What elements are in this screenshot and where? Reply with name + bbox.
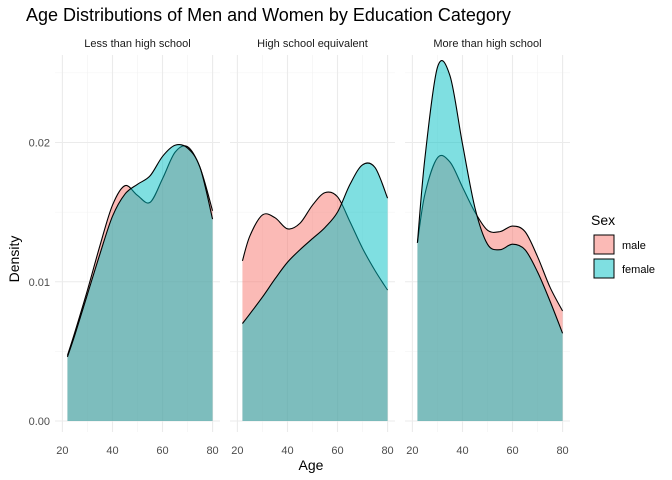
chart-title: Age Distributions of Men and Women by Ed… xyxy=(26,5,511,25)
legend: Sex male female xyxy=(591,212,655,279)
density-line-female xyxy=(66,144,214,358)
x-tick-label: 40 xyxy=(106,445,118,457)
facet-label: Less than high school xyxy=(84,38,190,50)
x-tick-label: 80 xyxy=(381,445,393,457)
y-tick-label: 0.01 xyxy=(29,277,50,289)
panel-2: High school equivalent 20 40 60 80 xyxy=(230,38,395,457)
x-axis-title: Age xyxy=(299,457,324,473)
facet-label: More than high school xyxy=(433,38,541,50)
legend-label-female: female xyxy=(622,264,655,276)
legend-key-male xyxy=(593,234,615,255)
density-area-female xyxy=(242,162,388,421)
density-area-female xyxy=(417,60,563,421)
x-tick-label: 80 xyxy=(206,445,218,457)
y-axis-title: Density xyxy=(6,236,22,283)
x-tick-label: 60 xyxy=(506,445,518,457)
y-tick-label: 0.02 xyxy=(29,138,50,150)
panel-1: Less than high school 20 40 60 80 0.00 0.01 0.0… xyxy=(29,38,220,457)
x-tick-label: 20 xyxy=(406,445,418,457)
x-tick-label: 40 xyxy=(456,445,468,457)
facet-panels: Less than high school 20 40 60 80 0.00 0.01 0.0… xyxy=(29,38,570,457)
legend-key-female xyxy=(593,258,615,279)
density-area-female xyxy=(67,144,213,421)
x-tick-label: 20 xyxy=(56,445,68,457)
x-tick-label: 80 xyxy=(556,445,568,457)
x-tick-label: 40 xyxy=(281,445,293,457)
y-tick-label: 0.00 xyxy=(29,416,50,428)
x-tick-label: 20 xyxy=(231,445,243,457)
density-line-female xyxy=(241,162,389,324)
density-line-female xyxy=(416,60,564,334)
x-tick-label: 60 xyxy=(331,445,343,457)
legend-label-male: male xyxy=(622,240,646,252)
legend-title: Sex xyxy=(591,212,615,228)
x-tick-label: 60 xyxy=(156,445,168,457)
panel-3: More than high school 20 40 60 80 xyxy=(405,38,570,457)
facet-label: High school equivalent xyxy=(257,38,368,50)
